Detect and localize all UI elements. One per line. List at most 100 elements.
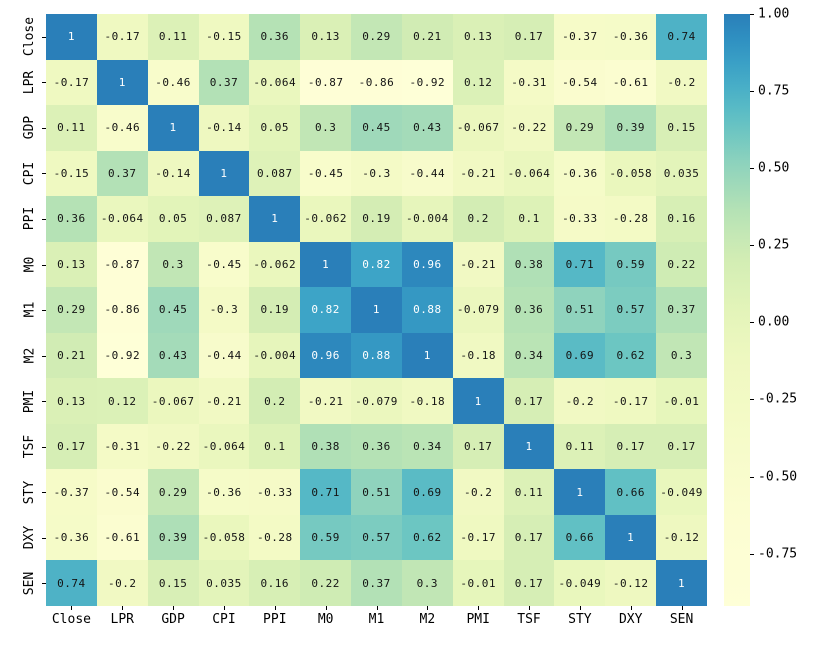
x-tick-label-PMI: PMI [466, 612, 490, 627]
heatmap-cell-SEN-LPR: -0.2 [96, 560, 148, 606]
heatmap-cell-PMI-PMI: 1 [452, 378, 504, 424]
heatmap-cell-Close-SEN: 0.74 [656, 14, 707, 60]
heatmap-cell-GDP-DXY: 0.39 [605, 105, 657, 151]
heatmap-cell-M0-GDP: 0.3 [147, 241, 199, 288]
x-axis-tick-mark [325, 606, 327, 610]
heatmap-cell-SEN-GDP: 0.15 [147, 560, 199, 606]
colorbar-tick-mark [750, 91, 754, 93]
colorbar-gradient [724, 14, 750, 606]
heatmap-cell-SEN-PPI: 0.16 [249, 560, 301, 606]
heatmap-cell-SEN-SEN: 1 [656, 560, 707, 606]
heatmap-cell-PPI-STY: -0.33 [554, 196, 606, 242]
y-axis-tick-mark [42, 310, 46, 311]
heatmap-cell-M0-Close: 0.13 [46, 241, 97, 288]
heatmap-cell-STY-M2: 0.69 [401, 469, 453, 515]
x-tick-label-TSF: TSF [517, 612, 541, 627]
heatmap-cell-GDP-SEN: 0.15 [656, 105, 707, 151]
heatmap-cell-LPR-CPI: 0.37 [198, 59, 250, 106]
heatmap-cell-TSF-M2: 0.34 [401, 423, 453, 470]
heatmap-cell-M1-Close: 0.29 [46, 287, 97, 333]
y-axis-tick-mark [42, 492, 46, 494]
x-tick-label-M1: M1 [368, 612, 385, 627]
heatmap-cell-M1-STY: 0.51 [554, 287, 606, 333]
colorbar-tick-mark [750, 14, 754, 15]
heatmap-cell-M1-TSF: 0.36 [503, 287, 555, 333]
heatmap-cell-CPI-PMI: -0.21 [452, 150, 504, 197]
heatmap-cell-CPI-Close: -0.15 [46, 150, 97, 197]
heatmap-cell-GDP-LPR: -0.46 [96, 105, 148, 151]
heatmap-cell-TSF-GDP: -0.22 [147, 423, 199, 470]
heatmap-cell-M2-STY: 0.69 [554, 332, 606, 379]
heatmap-cell-M2-M2: 1 [401, 332, 453, 379]
heatmap-cell-Close-STY: -0.37 [554, 14, 606, 60]
y-axis-tick-mark [42, 127, 46, 129]
colorbar-tick-label: -0.50 [758, 469, 798, 484]
heatmap-cell-CPI-GDP: -0.14 [147, 150, 199, 197]
heatmap-cell-TSF-DXY: 0.17 [605, 423, 657, 470]
heatmap-cell-DXY-LPR: -0.61 [96, 514, 148, 561]
heatmap-cell-M0-LPR: -0.87 [96, 241, 148, 288]
y-axis-tick-labels: Close LPR GDP CPI PPI M0 M1 M2 PMI TSF STY DXY SEN [10, 14, 38, 606]
colorbar-tick-mark [750, 245, 754, 247]
heatmap-cell-PMI-M2: -0.18 [401, 378, 453, 424]
heatmap-cell-STY-GDP: 0.29 [147, 469, 199, 515]
y-axis-tick-mark [42, 264, 46, 266]
heatmap-cell-M2-Close: 0.21 [46, 332, 97, 379]
heatmap-cell-PMI-M1: -0.079 [351, 378, 402, 424]
x-tick-label-STY: STY [568, 612, 592, 627]
x-tick-label-GDP: GDP [161, 612, 185, 627]
heatmap-cell-SEN-M1: 0.37 [351, 560, 402, 606]
heatmap-cell-SEN-PMI: -0.01 [452, 560, 504, 606]
x-axis-tick-mark [579, 606, 581, 610]
heatmap-cell-M0-M0: 1 [300, 241, 352, 288]
heatmap-cell-M0-M1: 0.82 [351, 241, 402, 288]
heatmap-cell-Close-LPR: -0.17 [96, 14, 148, 60]
x-tick-label-SEN: SEN [669, 612, 694, 627]
colorbar-tick-label: -0.75 [758, 546, 798, 562]
heatmap-cell-STY-DXY: 0.66 [605, 469, 657, 515]
x-axis-tick-mark [274, 606, 276, 610]
colorbar-tick-mark [750, 168, 754, 170]
heatmap-cell-STY-TSF: 0.11 [503, 469, 555, 515]
heatmap-cell-STY-M1: 0.51 [351, 469, 402, 515]
heatmap-cell-M1-PMI: -0.079 [452, 287, 504, 333]
y-axis-tick-mark [42, 355, 46, 357]
heatmap-cell-CPI-M1: -0.3 [351, 150, 402, 197]
heatmap-cell-CPI-STY: -0.36 [554, 150, 606, 197]
y-axis-tick-mark [42, 583, 46, 585]
heatmap-cell-M2-GDP: 0.43 [147, 332, 199, 379]
heatmap-cell-CPI-LPR: 0.37 [96, 150, 148, 197]
heatmap-cell-PPI-GDP: 0.05 [147, 196, 199, 242]
heatmap-cell-DXY-PPI: -0.28 [249, 514, 301, 561]
heatmap-cell-PPI-M2: -0.004 [401, 196, 453, 242]
heatmap-cell-PPI-SEN: 0.16 [656, 196, 707, 242]
heatmap-cell-M1-M2: 0.88 [401, 287, 453, 333]
y-axis-tick-mark [42, 446, 46, 448]
heatmap-cell-M2-PPI: -0.004 [249, 332, 301, 379]
heatmap-grid: 1 -0.17 0.11 -0.15 0.36 0.13 0.29 0.21 0.13 0.17-… [46, 14, 707, 606]
colorbar-tick-mark [750, 553, 754, 555]
colorbar-tick-label: 0.00 [758, 314, 790, 330]
x-axis-tick-mark [529, 606, 530, 610]
heatmap-cell-PPI-DXY: -0.28 [605, 196, 657, 242]
heatmap-cell-Close-GDP: 0.11 [147, 14, 199, 60]
heatmap-cell-CPI-M0: -0.45 [300, 150, 352, 197]
heatmap-cell-STY-Close: -0.37 [46, 469, 97, 515]
heatmap-cell-LPR-SEN: -0.2 [656, 59, 707, 106]
heatmap-cell-Close-CPI: -0.15 [198, 14, 250, 60]
x-tick-label-M0: M0 [317, 612, 334, 627]
heatmap-cell-SEN-TSF: 0.17 [503, 560, 555, 606]
heatmap-cell-DXY-SEN: -0.12 [656, 514, 707, 561]
heatmap-cell-M2-M0: 0.96 [300, 332, 352, 379]
colorbar-tick-label: 0.50 [758, 160, 790, 176]
heatmap-cell-SEN-Close: 0.74 [46, 560, 97, 606]
x-tick-label-DXY: DXY [618, 612, 643, 627]
heatmap-cell-PPI-M0: -0.062 [300, 196, 352, 242]
x-axis-tick-mark [478, 606, 480, 610]
heatmap-cell-TSF-TSF: 1 [503, 423, 555, 470]
heatmap-cell-M0-CPI: -0.45 [198, 241, 250, 288]
heatmap-cell-LPR-PPI: -0.064 [249, 59, 301, 106]
heatmap-cell-TSF-CPI: -0.064 [198, 423, 250, 470]
x-axis-tick-mark [630, 606, 632, 610]
heatmap-cell-DXY-PMI: -0.17 [452, 514, 504, 561]
